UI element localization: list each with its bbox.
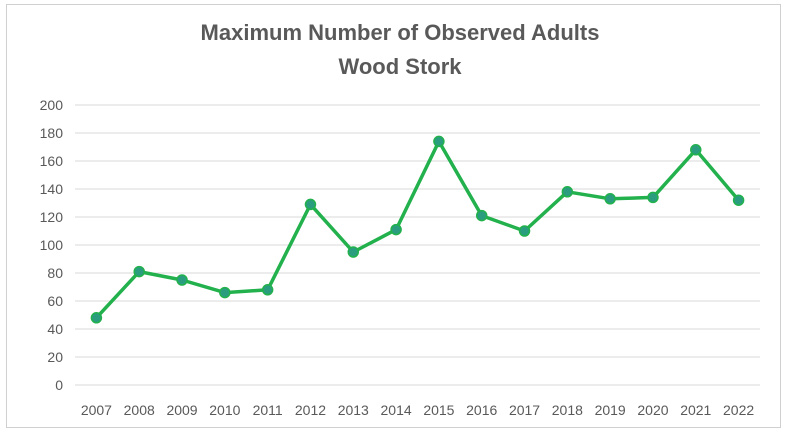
y-tick-label: 100: [40, 237, 64, 253]
y-tick-label: 180: [40, 125, 64, 141]
x-axis-ticks: 2007 2008 2009 2010 2011 2012 2013 2014 2015 2016…: [81, 402, 755, 418]
series-line: [94, 139, 741, 320]
x-tick-label: 2016: [466, 402, 497, 418]
x-tick-label: 2013: [338, 402, 369, 418]
data-point: [433, 135, 445, 148]
x-tick-label: 2022: [723, 402, 754, 418]
y-axis-ticks: 0 20 40 60 80 100 120 140 160 180 200: [40, 97, 64, 393]
y-tick-label: 20: [47, 349, 63, 365]
data-point: [176, 274, 188, 286]
y-tick-label: 200: [40, 97, 64, 113]
x-tick-label: 2020: [637, 402, 668, 418]
data-point: [219, 286, 231, 299]
x-tick-label: 2007: [81, 402, 112, 418]
x-tick-label: 2009: [166, 402, 197, 418]
chart-subtitle: Wood Stork: [338, 54, 462, 79]
y-tick-label: 140: [40, 181, 64, 197]
data-point: [475, 209, 488, 222]
data-point: [604, 193, 616, 205]
x-tick-label: 2017: [509, 402, 540, 418]
data-point: [304, 198, 317, 211]
x-tick-label: 2015: [423, 402, 454, 418]
chart-title: Maximum Number of Observed Adults: [201, 20, 600, 45]
series-line-path: [94, 139, 741, 320]
y-tick-label: 40: [47, 321, 63, 337]
data-point: [261, 284, 274, 296]
data-point: [647, 191, 659, 204]
series-markers: [90, 135, 745, 324]
data-point: [690, 144, 702, 156]
x-tick-label: 2014: [381, 402, 412, 418]
y-tick-label: 80: [47, 265, 63, 281]
x-tick-label: 2018: [552, 402, 583, 418]
x-tick-label: 2021: [680, 402, 711, 418]
y-tick-label: 60: [47, 293, 63, 309]
y-tick-label: 160: [40, 153, 64, 169]
data-point: [90, 312, 103, 324]
x-tick-label: 2012: [295, 402, 326, 418]
data-point: [732, 194, 745, 206]
data-point: [518, 225, 531, 237]
data-point: [133, 265, 145, 278]
y-tick-label: 120: [40, 209, 64, 225]
gridlines: [75, 104, 760, 386]
y-tick-label: 0: [55, 377, 63, 393]
x-tick-label: 2011: [253, 402, 283, 418]
x-tick-label: 2010: [209, 402, 240, 418]
x-tick-label: 2019: [595, 402, 626, 418]
data-point: [390, 223, 402, 236]
x-tick-label: 2008: [124, 402, 155, 418]
data-point: [347, 246, 360, 258]
data-point: [561, 186, 574, 198]
